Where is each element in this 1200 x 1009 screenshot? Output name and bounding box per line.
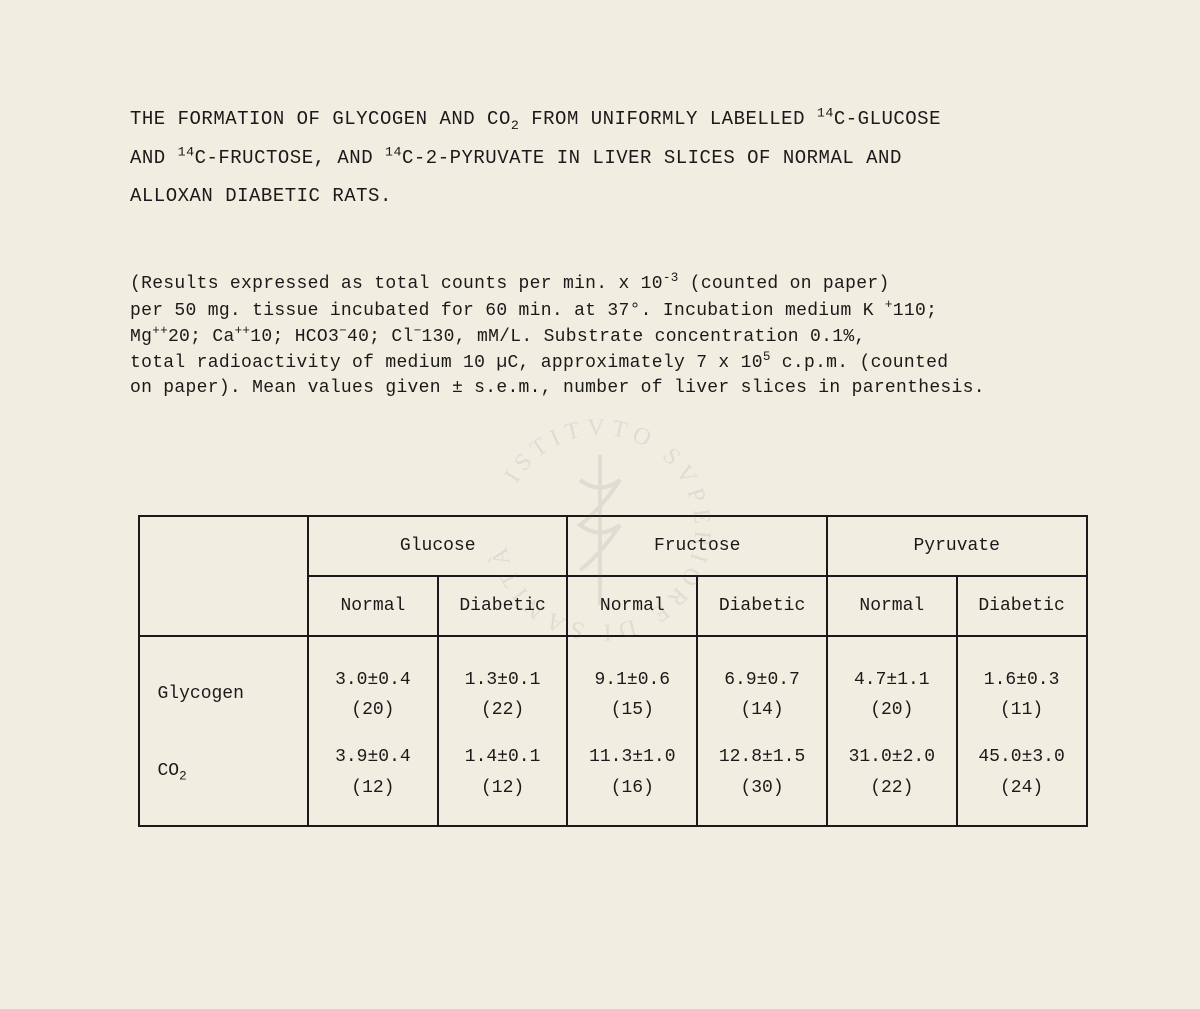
cell-n: (16): [611, 778, 654, 798]
cell-value: 1.4±0.1: [465, 747, 541, 767]
data-cell: 3.9±0.4 (12): [308, 734, 438, 826]
data-table-container: Glucose Fructose Pyruvate Normal Diabeti…: [138, 515, 1088, 827]
cell-value: 31.0±2.0: [849, 747, 935, 767]
cell-value: 6.9±0.7: [724, 670, 800, 690]
title-text: C-FRUCTOSE, AND: [195, 147, 385, 169]
header-row-2: Normal Diabetic Normal Diabetic Normal D…: [139, 576, 1087, 636]
data-cell: 31.0±2.0 (22): [827, 734, 957, 826]
column-header-fructose: Fructose: [567, 516, 827, 576]
table-row-glycogen: Glycogen 3.0±0.4 (20) 1.3±0.1 (22) 9.1±0.6…: [139, 636, 1087, 734]
header-row-1: Glucose Fructose Pyruvate: [139, 516, 1087, 576]
cell-n: (12): [481, 778, 524, 798]
subheader-diabetic: Diabetic: [957, 576, 1087, 636]
document-title: THE FORMATION OF GLYCOGEN AND CO2 FROM U…: [130, 100, 1095, 215]
desc-text: 110;: [893, 301, 937, 321]
title-line-1: THE FORMATION OF GLYCOGEN AND CO2 FROM U…: [130, 108, 941, 130]
row-label-text: CO: [158, 761, 180, 781]
title-text: FROM UNIFORMLY LABELLED: [519, 108, 817, 130]
cell-value: 3.9±0.4: [335, 747, 411, 767]
subheader-normal: Normal: [308, 576, 438, 636]
cell-value: 3.0±0.4: [335, 670, 411, 690]
table-row-co2: CO2 3.9±0.4 (12) 1.4±0.1 (12) 11.3±1.0 (16)…: [139, 734, 1087, 826]
row-label: Glycogen: [139, 636, 309, 734]
cell-value: 4.7±1.1: [854, 670, 930, 690]
cell-n: (20): [870, 700, 913, 720]
desc-text: 130, mM/L. Substrate concentration 0.1%,: [421, 327, 865, 347]
title-line-2: AND 14C-FRUCTOSE, AND 14C-2-PYRUVATE IN …: [130, 147, 902, 169]
title-text: THE FORMATION OF GLYCOGEN AND CO: [130, 108, 511, 130]
data-cell: 6.9±0.7 (14): [697, 636, 827, 734]
desc-text: 10; HCO3: [250, 327, 339, 347]
subheader-normal: Normal: [567, 576, 697, 636]
data-cell: 1.4±0.1 (12): [438, 734, 568, 826]
results-table: Glucose Fructose Pyruvate Normal Diabeti…: [138, 515, 1088, 827]
corner-cell: [139, 516, 309, 576]
desc-superscript: -3: [663, 271, 679, 285]
row-label: CO2: [139, 734, 309, 826]
data-cell: 9.1±0.6 (15): [567, 636, 697, 734]
desc-text: c.p.m. (counted: [771, 353, 949, 373]
desc-text: per 50 mg. tissue incubated for 60 min. …: [130, 301, 885, 321]
data-cell: 11.3±1.0 (16): [567, 734, 697, 826]
desc-text: Mg: [130, 327, 152, 347]
cell-value: 1.6±0.3: [984, 670, 1060, 690]
cell-n: (15): [611, 700, 654, 720]
cell-value: 11.3±1.0: [589, 747, 675, 767]
desc-superscript: ++: [152, 324, 168, 338]
cell-n: (14): [740, 700, 783, 720]
row-label-sub: 2: [179, 770, 187, 784]
desc-superscript: 5: [763, 350, 771, 364]
data-cell: 12.8±1.5 (30): [697, 734, 827, 826]
cell-value: 1.3±0.1: [465, 670, 541, 690]
title-superscript: 14: [817, 106, 834, 121]
data-cell: 3.0±0.4 (20): [308, 636, 438, 734]
cell-n: (22): [481, 700, 524, 720]
desc-text: (counted on paper): [679, 274, 890, 294]
subheader-normal: Normal: [827, 576, 957, 636]
desc-superscript: −: [339, 324, 347, 338]
desc-text: total radioactivity of medium 10 µC, app…: [130, 353, 763, 373]
subheader-diabetic: Diabetic: [697, 576, 827, 636]
cell-n: (24): [1000, 778, 1043, 798]
subheader-diabetic: Diabetic: [438, 576, 568, 636]
cell-n: (12): [351, 778, 394, 798]
title-text: AND: [130, 147, 178, 169]
title-superscript: 14: [178, 145, 195, 160]
desc-text: (Results expressed as total counts per m…: [130, 274, 663, 294]
table-body: Glycogen 3.0±0.4 (20) 1.3±0.1 (22) 9.1±0.6…: [139, 636, 1087, 826]
cell-n: (11): [1000, 700, 1043, 720]
desc-text: 20; Ca: [168, 327, 235, 347]
row-label-text: Glycogen: [158, 684, 244, 704]
methods-description: (Results expressed as total counts per m…: [130, 270, 1095, 399]
cell-value: 9.1±0.6: [594, 670, 670, 690]
desc-superscript: +: [885, 298, 893, 312]
cell-n: (30): [740, 778, 783, 798]
blank-cell: [139, 576, 309, 636]
desc-superscript: ++: [235, 324, 251, 338]
data-cell: 4.7±1.1 (20): [827, 636, 957, 734]
cell-value: 12.8±1.5: [719, 747, 805, 767]
title-text: C-GLUCOSE: [834, 108, 941, 130]
column-header-glucose: Glucose: [308, 516, 567, 576]
desc-text: 40; Cl: [347, 327, 414, 347]
desc-text: on paper). Mean values given ± s.e.m., n…: [130, 378, 985, 398]
column-header-pyruvate: Pyruvate: [827, 516, 1087, 576]
title-text: C-2-PYRUVATE IN LIVER SLICES OF NORMAL A…: [402, 147, 902, 169]
data-cell: 1.6±0.3 (11): [957, 636, 1087, 734]
cell-n: (22): [870, 778, 913, 798]
title-superscript: 14: [385, 145, 402, 160]
title-line-3: ALLOXAN DIABETIC RATS.: [130, 185, 392, 207]
cell-n: (20): [351, 700, 394, 720]
cell-value: 45.0±3.0: [978, 747, 1064, 767]
data-cell: 45.0±3.0 (24): [957, 734, 1087, 826]
data-cell: 1.3±0.1 (22): [438, 636, 568, 734]
